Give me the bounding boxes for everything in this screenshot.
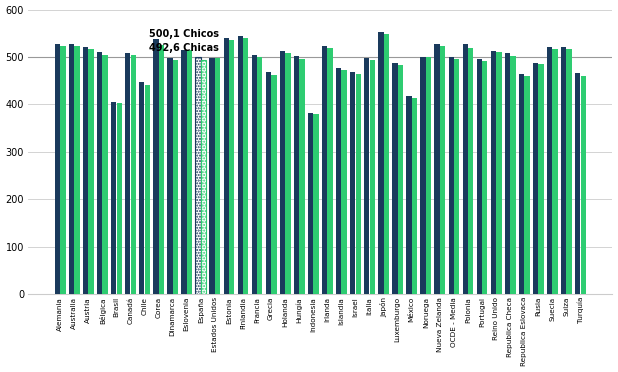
Bar — [271, 75, 276, 294]
Bar — [406, 96, 412, 294]
Bar — [547, 46, 552, 294]
Bar — [561, 47, 566, 294]
Bar — [454, 60, 459, 294]
Bar — [491, 51, 496, 294]
Bar — [117, 103, 122, 294]
Bar — [294, 56, 299, 294]
Bar — [552, 49, 558, 294]
Bar — [392, 63, 397, 294]
Bar — [201, 60, 206, 294]
Bar — [580, 76, 586, 294]
Bar — [440, 46, 446, 294]
Bar — [355, 74, 361, 294]
Bar — [322, 46, 328, 294]
Bar — [462, 44, 468, 294]
Bar — [524, 76, 530, 294]
Bar — [130, 55, 136, 294]
Bar — [159, 45, 164, 294]
Bar — [139, 82, 145, 294]
Bar — [533, 63, 538, 294]
Bar — [384, 34, 389, 294]
Bar — [370, 60, 375, 294]
Bar — [69, 44, 74, 294]
Bar — [308, 113, 313, 294]
Bar — [364, 58, 370, 294]
Bar — [328, 48, 332, 294]
Bar — [74, 46, 80, 294]
Bar — [505, 53, 510, 294]
Bar — [519, 74, 524, 294]
Bar — [567, 49, 572, 294]
Bar — [412, 98, 417, 294]
Bar — [153, 39, 159, 294]
Bar — [336, 68, 341, 294]
Bar — [88, 49, 94, 294]
Bar — [181, 50, 187, 294]
Bar — [125, 53, 130, 294]
Bar — [173, 60, 178, 294]
Bar — [398, 65, 403, 294]
Bar — [266, 72, 271, 294]
Bar — [229, 40, 234, 294]
Bar — [103, 55, 108, 294]
Bar — [252, 55, 257, 294]
Bar — [145, 85, 150, 294]
Bar — [350, 72, 355, 294]
Bar — [111, 102, 116, 294]
Bar — [434, 44, 440, 294]
Bar — [61, 46, 66, 294]
Bar — [575, 73, 580, 294]
Bar — [195, 57, 201, 294]
Bar — [426, 57, 431, 294]
Bar — [313, 114, 319, 294]
Bar — [55, 44, 60, 294]
Bar — [224, 38, 229, 294]
Bar — [449, 57, 454, 294]
Bar — [167, 58, 172, 294]
Text: 500,1 Chicos
492,6 Chicas: 500,1 Chicos 492,6 Chicas — [149, 29, 219, 54]
Bar — [510, 55, 515, 294]
Bar — [342, 70, 347, 294]
Bar — [299, 59, 305, 294]
Bar — [496, 52, 502, 294]
Bar — [476, 60, 482, 294]
Bar — [286, 53, 290, 294]
Bar — [378, 32, 384, 294]
Bar — [420, 58, 426, 294]
Bar — [187, 50, 192, 294]
Bar — [215, 58, 220, 294]
Bar — [237, 36, 243, 294]
Bar — [83, 46, 88, 294]
Bar — [210, 58, 215, 294]
Bar — [257, 58, 263, 294]
Bar — [468, 48, 473, 294]
Bar — [97, 52, 103, 294]
Bar — [243, 38, 248, 294]
Bar — [280, 51, 285, 294]
Bar — [538, 64, 544, 294]
Bar — [482, 61, 488, 294]
